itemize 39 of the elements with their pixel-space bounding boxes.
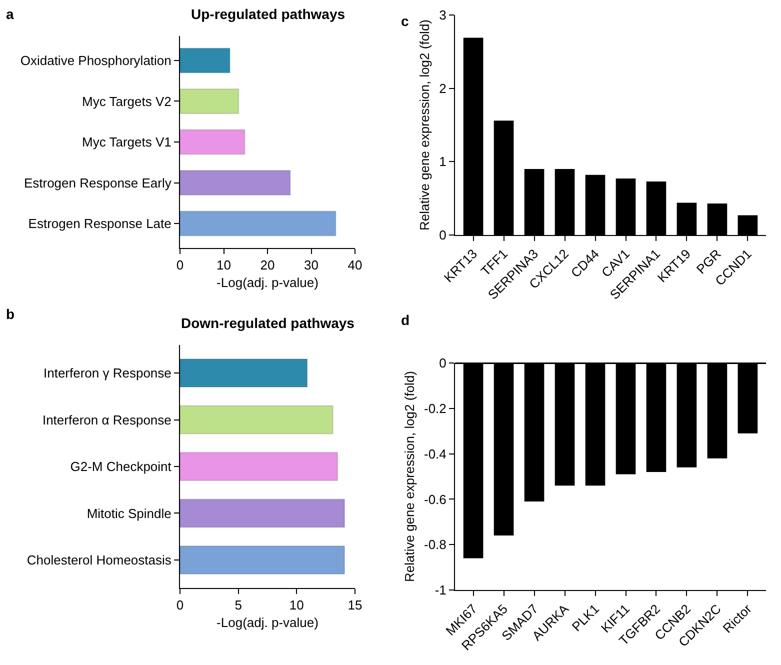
text: b	[6, 306, 15, 322]
x-axis-title: -Log(adj. p-value)	[216, 275, 318, 290]
x-tick-label: 15	[348, 598, 362, 613]
y-tick-label: Interferon γ Response	[43, 366, 172, 381]
y-tick-label: 3	[439, 8, 446, 23]
x-tick-label: 0	[176, 258, 184, 273]
text: a	[6, 6, 14, 22]
y-tick-label: -1	[434, 582, 446, 598]
y-tick-label: 0	[439, 356, 446, 371]
text: c	[401, 13, 409, 29]
y-tick-label: Estrogen Response Late	[28, 216, 172, 232]
y-tick-label: Oxidative Phosphorylation	[20, 53, 172, 68]
y-tick-label: Cholesterol Homeostasis	[26, 552, 172, 568]
x-tick-label: 0	[176, 598, 184, 613]
y-tick-label: Estrogen Response Early	[24, 175, 172, 190]
y-tick-label: -0.6	[424, 492, 446, 507]
y-tick-label: Myc Targets V2	[82, 94, 172, 109]
x-tick-label: 30	[304, 258, 318, 273]
x-tick-label: 40	[348, 258, 362, 273]
x-axis-title: -Log(adj. p-value)	[216, 615, 318, 630]
x-tick-label: 20	[260, 258, 275, 273]
x-tick-label: 5	[234, 598, 242, 613]
y-tick-label: G2-M Checkpoint	[70, 459, 172, 474]
y-tick-label: 1	[439, 154, 446, 170]
y-tick-label: Myc Targets V1	[82, 134, 172, 150]
y-tick-label: 0	[439, 228, 446, 243]
y-tick-label: Interferon α Response	[42, 412, 172, 428]
y-axis-title: Relative gene expression, log2 (fold)	[402, 370, 417, 582]
x-tick-label: 10	[289, 598, 304, 613]
y-tick-label: -0.4	[424, 446, 446, 462]
chart-title: Up-regulated pathways	[191, 6, 346, 22]
y-tick-label: -0.2	[424, 400, 446, 416]
y-tick-label: Mitotic Spindle	[86, 506, 172, 521]
x-tick-label: 10	[216, 258, 231, 273]
chart-title: Down-regulated pathways	[181, 315, 355, 331]
text: d	[401, 312, 410, 328]
y-tick-label: -0.8	[424, 537, 446, 552]
y-axis-title: Relative gene expression, log2 (fold)	[417, 19, 432, 231]
y-tick-label: 2	[439, 80, 446, 96]
